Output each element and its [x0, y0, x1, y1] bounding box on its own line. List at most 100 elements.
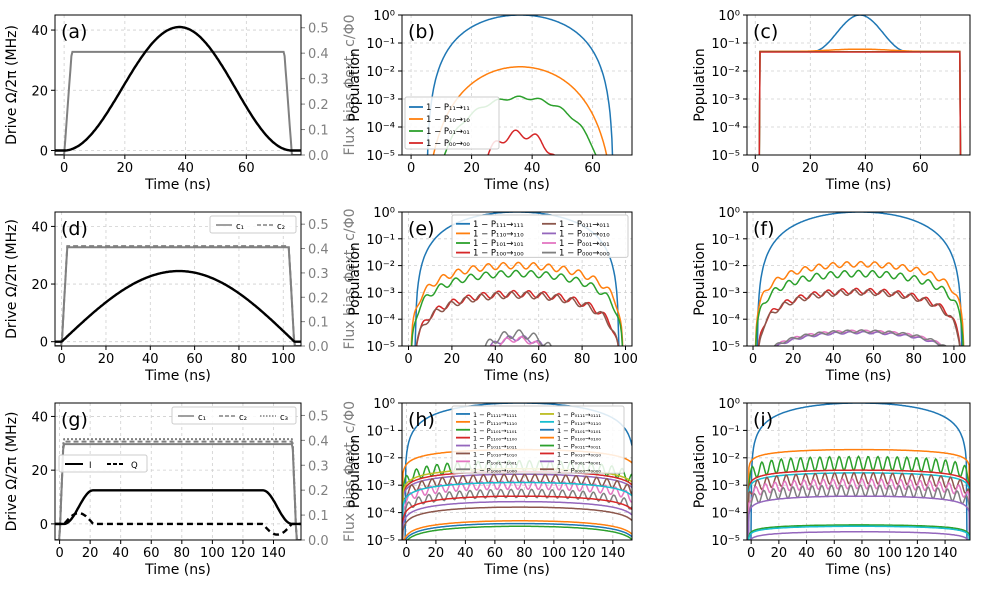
y-tick-label: 10⁻¹ — [366, 233, 395, 248]
series-line-h-5 — [402, 473, 632, 540]
legend2-label: Q — [131, 461, 138, 471]
legend-label: 1 − P₁₁₁₁→₁₁₁₁ — [473, 411, 517, 419]
legend-box — [404, 96, 500, 150]
x-tick-label: 40 — [825, 352, 842, 367]
panel-h: 0 20 40 60 80 100 120 140 10⁰ 10⁻¹ 10⁻² 10⁻³ 10⁻⁴ 10⁻… — [347, 397, 633, 578]
y-tick-label: 10⁻³ — [711, 93, 740, 108]
y-tick-label: 10⁻⁴ — [366, 313, 395, 328]
legend2-box — [58, 454, 148, 473]
legend-label: 1 − P₀₁₀→₀₁₀ — [559, 229, 610, 239]
y2-tick-label: 0.4 — [308, 243, 329, 258]
y2-axis-label: Flux bias Φext, c/Φ0 — [342, 401, 358, 542]
legend-box — [451, 405, 625, 474]
x-tick-label: 40 — [798, 546, 815, 561]
axes-frame — [401, 14, 633, 156]
y2-tick-label: 0.0 — [308, 340, 329, 355]
series-line-h-4 — [402, 473, 632, 540]
panel-c: 0 20 40 60 10⁰ 10⁻¹ 10⁻² 10⁻³ 10⁻⁴ 10⁻⁵ (c) Time (n… — [692, 9, 971, 193]
y-tick-label: 10⁻⁵ — [366, 340, 395, 355]
series-line-h-11 — [403, 520, 632, 540]
legend-label: 1 − P₁₀₁₀→₁₀₁₀ — [473, 450, 517, 458]
legend-label: 1 − P₁₁₁→₁₁₁ — [473, 220, 524, 230]
x-tick-label: 20 — [444, 352, 461, 367]
legend-label: c₁ — [236, 222, 244, 232]
y-tick-label: 10⁻¹ — [711, 233, 740, 248]
series-line-f-5 — [775, 329, 944, 346]
x-tick-label: 0 — [749, 352, 757, 367]
y2-tick-label: 0.5 — [308, 218, 329, 233]
x-tick-label: 0 — [60, 161, 68, 176]
y-tick-label: 10⁻⁵ — [366, 149, 395, 164]
y-tick-label: 20 — [31, 464, 48, 479]
legend-label: 1 − P₀₀₀→₀₀₀ — [559, 249, 610, 259]
y-tick-label: 20 — [31, 278, 48, 293]
y2-tick-label: 0.3 — [308, 459, 329, 474]
axes-frame — [54, 14, 302, 156]
legend-label: c₃ — [280, 413, 288, 423]
series-line-f-4 — [758, 289, 961, 346]
panel-label: (i) — [753, 409, 773, 431]
panel-a: 0 20 40 60 0 20 40 0.0 0.1 0.2 0.3 0.4 0.5 (a) Time (n… — [4, 14, 358, 193]
x-tick-label: 60 — [487, 546, 504, 561]
x-tick-label: 140 — [600, 546, 625, 561]
x-tick-label: 20 — [802, 161, 819, 176]
series-line-h-10 — [404, 522, 632, 540]
x-tick-label: 20 — [463, 161, 480, 176]
y-axis-label: Population — [347, 48, 363, 122]
series-line-i-2 — [747, 455, 970, 540]
y-tick-label: 40 — [31, 410, 48, 425]
legend-box — [451, 214, 629, 258]
x-tick-label: 60 — [584, 161, 601, 176]
series-line-i-8 — [747, 495, 970, 540]
legend-label: 1 − P₀₀→₀₀ — [426, 139, 470, 149]
legend-label: 1 − P₀₀₁₀→₀₀₁₀ — [557, 450, 601, 458]
y-tick-label: 0 — [40, 518, 48, 533]
series-line-c-0 — [758, 15, 962, 155]
x-tick-label: 0 — [747, 546, 755, 561]
x-axis-label: Time (ns) — [825, 562, 892, 578]
y-tick-label: 10⁻³ — [366, 479, 395, 494]
legend-label: 1 − P₁₀→₁₀ — [426, 115, 470, 125]
series-line-h-9 — [402, 481, 632, 540]
y2-tick-label: 0.5 — [308, 409, 329, 424]
series-group — [55, 25, 301, 155]
series-group — [758, 15, 962, 155]
x-axis-label: Time (ns) — [144, 562, 211, 578]
y-tick-label: 10⁻³ — [711, 286, 740, 301]
x-axis-label: Time (ns) — [483, 368, 550, 384]
x-tick-label: 100 — [271, 352, 296, 367]
panel-g: 0 20 40 60 80 100 120 140 0 20 40 0.0 0.1 0.2 0.3 0.4 0.… — [4, 401, 358, 578]
x-tick-label: 60 — [865, 352, 882, 367]
x-tick-label: 100 — [200, 546, 225, 561]
legend-label: 1 − P₁₁₀→₁₁₀ — [473, 229, 524, 239]
x-tick-label: 80 — [905, 352, 922, 367]
panel-label: (b) — [408, 21, 435, 43]
y-tick-label: 0 — [40, 336, 48, 351]
series-line-i-0 — [750, 403, 968, 540]
axes-frame — [54, 211, 302, 347]
x-tick-label: 60 — [912, 161, 929, 176]
y2-tick-label: 0.5 — [308, 22, 329, 37]
flux-bias-line-c3 — [55, 438, 301, 540]
series-line-b-3 — [487, 129, 556, 155]
series-line-e-6 — [490, 336, 541, 346]
panel-label: (a) — [61, 21, 87, 43]
series-line-h-15 — [402, 506, 632, 540]
y-axis-label: Population — [347, 435, 363, 509]
x-tick-label: 0 — [58, 352, 66, 367]
y-tick-label: 10⁻² — [366, 260, 395, 275]
legend-label: 1 − P₁₁→₁₁ — [426, 103, 470, 113]
legend-label: 1 − P₁₀₁₁→₁₀₁₁ — [473, 443, 517, 451]
x-tick-label: 60 — [826, 546, 843, 561]
y2-tick-label: 0.3 — [308, 267, 329, 282]
y-tick-label: 10⁻⁵ — [366, 534, 395, 549]
y-tick-label: 10⁻³ — [366, 93, 395, 108]
series-line-e-1 — [410, 261, 624, 346]
x-tick-label: 100 — [613, 352, 638, 367]
legend-label: 1 − P₀₁₀₀→₀₁₀₀ — [557, 435, 601, 443]
x-tick-label: 40 — [177, 161, 194, 176]
x-tick-label: 0 — [55, 546, 63, 561]
series-line-h-12 — [406, 525, 632, 540]
axes-frame — [401, 402, 633, 541]
